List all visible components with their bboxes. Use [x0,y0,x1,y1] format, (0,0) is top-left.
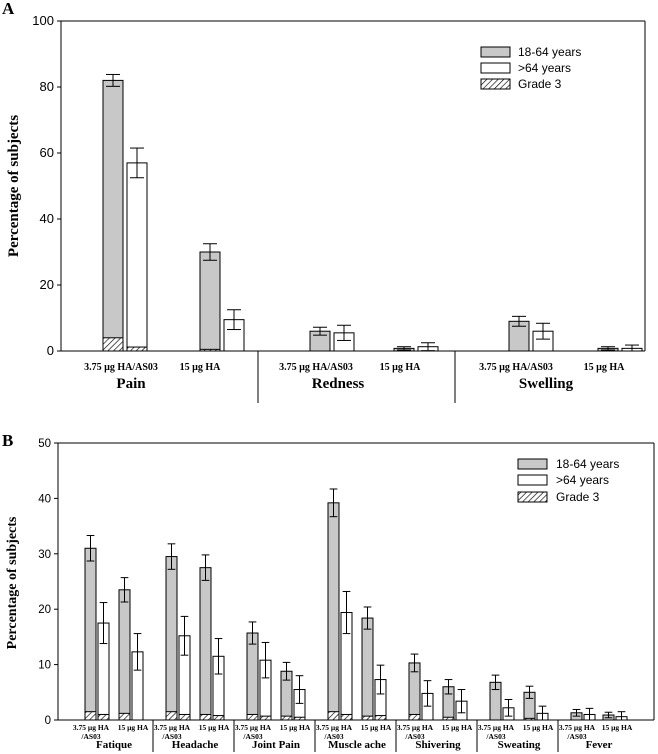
bar-grade-3 [340,713,353,721]
y-tick-label: 0 [47,343,54,358]
y-tick-label: 100 [32,13,54,28]
category-label: 3.75 µg HA/AS03 [73,723,110,741]
legend-swatch-over-64 [480,62,511,74]
bar-grade-3 [246,713,259,721]
category-label: 15 µg HA [442,723,473,732]
bar-grade-3 [84,711,97,721]
y-tick-label: 80 [40,79,54,94]
group-label: Fever [586,739,613,751]
legend-swatch-18-64 [517,458,548,470]
y-tick-label: 0 [45,715,51,727]
y-tick-label: 60 [40,145,54,160]
group-label: Fatique [96,739,132,751]
y-axis-label: Percentage of subjects [5,516,20,649]
panel-b: B 0 10 20 30 40 50 Percentage of subjects 3.75 µ… [2,431,655,752]
bar-grade-3 [293,716,306,721]
category-label: 15 µg HA [523,723,554,732]
group-label: Muscle ache [328,739,386,751]
bar-grade-3 [97,713,110,721]
group-label: Swelling [519,376,574,392]
legend-label: >64 years [556,473,609,487]
category-label: 15 µg HA [602,723,633,732]
category-label: 15 µg HA [380,362,422,373]
bar-18-64 [361,617,374,721]
group-label: Sweating [498,739,541,751]
category-label: 15 µg HA [280,723,311,732]
legend-swatch-grade-3 [480,78,511,90]
bar-18-64 [199,251,221,352]
legend-label: >64 years [518,61,571,75]
bar-over-64 [126,162,148,352]
legend-swatch-18-64 [480,46,511,58]
category-label: 15 µg HA [180,362,222,373]
panel-letter: B [2,431,13,450]
category-label: 15 µg HA [361,723,392,732]
bar-grade-3 [118,712,131,721]
category-label: 3.75 µg HA/AS03 [84,362,158,373]
bar-grade-3 [374,715,387,721]
legend-label: Grade 3 [556,490,600,504]
bar-grade-3 [199,348,221,352]
bar-18-64 [102,79,124,352]
bar-18-64 [246,632,259,721]
legend-label: 18-64 years [518,45,581,59]
bar-grade-3 [126,346,148,352]
legend-swatch-over-64 [517,474,548,486]
bar-grade-3 [408,713,421,721]
group-label: Joint Pain [252,739,300,751]
group-label: Shivering [415,739,461,751]
category-label: 15 µg HA [118,723,149,732]
bar-grade-3 [165,711,178,721]
category-label: 15 µg HA [199,723,230,732]
group-label: Pain [116,376,146,392]
category-label: 3.75 µg HA/AS03 [279,362,353,373]
group-label: Headache [172,739,219,751]
bar-grade-3 [178,713,191,721]
bar-18-64 [327,502,340,721]
bar-grade-3 [212,715,225,721]
panel-letter: A [2,0,15,18]
bar-18-64 [84,547,97,721]
category-label: 3.75 µg HA/AS03 [559,723,596,741]
y-tick-label: 50 [38,438,51,450]
category-label: 3.75 µg HA/AS03 [478,723,515,741]
y-tick-label: 40 [38,493,51,505]
bar-grade-3 [361,715,374,721]
y-tick-label: 20 [38,604,51,616]
legend-swatch-grade-3 [517,491,548,503]
bar-18-64 [165,556,178,721]
y-tick-label: 40 [40,211,54,226]
bar-grade-3 [280,715,293,721]
bar-grade-3 [523,717,536,721]
bar-18-64 [118,589,131,721]
bar-grade-3 [259,715,272,721]
legend-label: Grade 3 [518,77,562,91]
bar-grade-3 [442,716,455,721]
legend-label: 18-64 years [556,457,619,471]
category-label: 3.75 µg HA/AS03 [397,723,434,741]
bar-18-64 [199,567,212,721]
bar-grade-3 [199,713,212,721]
category-label: 3.75 µg HA/AS03 [235,723,272,741]
group-label: Redness [312,376,365,392]
category-label: 3.75 µg HA/AS03 [154,723,191,741]
y-tick-label: 30 [38,549,51,561]
bar-grade-3 [102,337,124,352]
y-tick-label: 20 [40,277,54,292]
panel-a: A 0 20 40 60 80 100 Percentage of subjects 3.75 … [2,0,646,403]
y-tick-label: 10 [38,660,51,672]
category-label: 3.75 µg HA/AS03 [316,723,353,741]
y-axis-label: Percentage of subjects [6,115,22,257]
category-label: 3.75 µg HA/AS03 [479,362,553,373]
category-label: 15 µg HA [584,362,626,373]
bar-grade-3 [327,711,340,721]
